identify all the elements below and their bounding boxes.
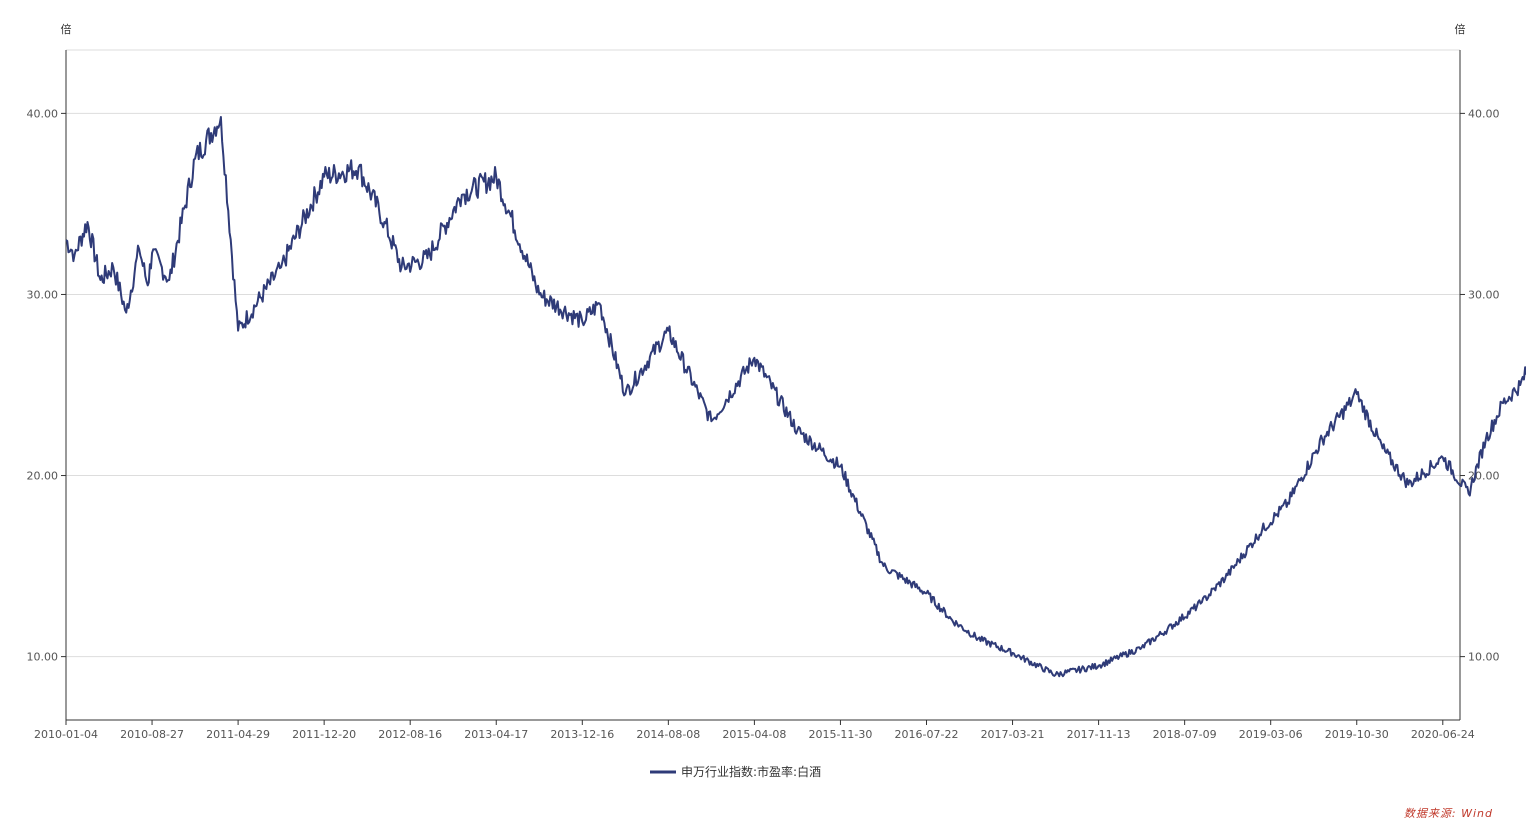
x-tick-label: 2014-08-08 (636, 728, 700, 741)
x-tick-label: 2019-03-06 (1239, 728, 1303, 741)
x-ticks: 2010-01-04 2010-08-27 2011-04-29 2011-12-20… (34, 720, 1475, 741)
left-y-tick-label: 20.00 (27, 470, 59, 483)
left-y-tick-label: 30.00 (27, 288, 59, 301)
x-tick-label: 2017-03-21 (981, 728, 1045, 741)
x-tick-label: 2013-04-17 (464, 728, 528, 741)
x-tick-label: 2018-07-09 (1153, 728, 1217, 741)
x-tick-label: 2011-04-29 (206, 728, 270, 741)
right-y-tick-label: 40.00 (1468, 107, 1500, 120)
left-y-ticks: 10.00 20.00 30.00 40.00 (27, 107, 66, 664)
left-y-unit-label: 倍 (61, 22, 72, 36)
x-tick-label: 2015-11-30 (808, 728, 872, 741)
x-tick-label: 2012-08-16 (378, 728, 442, 741)
legend[interactable]: 申万行业指数:市盈率:白酒 (650, 764, 821, 779)
x-tick-label: 2019-10-30 (1325, 728, 1389, 741)
x-tick-label: 2013-12-16 (550, 728, 614, 741)
left-y-tick-label: 10.00 (27, 651, 59, 664)
x-tick-label: 2017-11-13 (1067, 728, 1131, 741)
x-tick-label: 2016-07-22 (895, 728, 959, 741)
x-tick-label: 2010-08-27 (120, 728, 184, 741)
gridlines (66, 49, 1460, 658)
right-y-tick-label: 10.00 (1468, 651, 1500, 664)
x-tick-label: 2015-04-08 (722, 728, 786, 741)
right-y-tick-label: 30.00 (1468, 288, 1500, 301)
x-tick-label: 2010-01-04 (34, 728, 98, 741)
legend-label: 申万行业指数:市盈率:白酒 (681, 764, 821, 779)
series-group (65, 116, 1526, 678)
x-tick-label: 2011-12-20 (292, 728, 356, 741)
x-tick-label: 2020-06-24 (1411, 728, 1475, 741)
left-y-tick-label: 40.00 (27, 107, 59, 120)
source-note: 数据来源: Wind (1404, 807, 1493, 820)
series-line (65, 116, 1526, 678)
right-y-unit-label: 倍 (1455, 22, 1466, 36)
